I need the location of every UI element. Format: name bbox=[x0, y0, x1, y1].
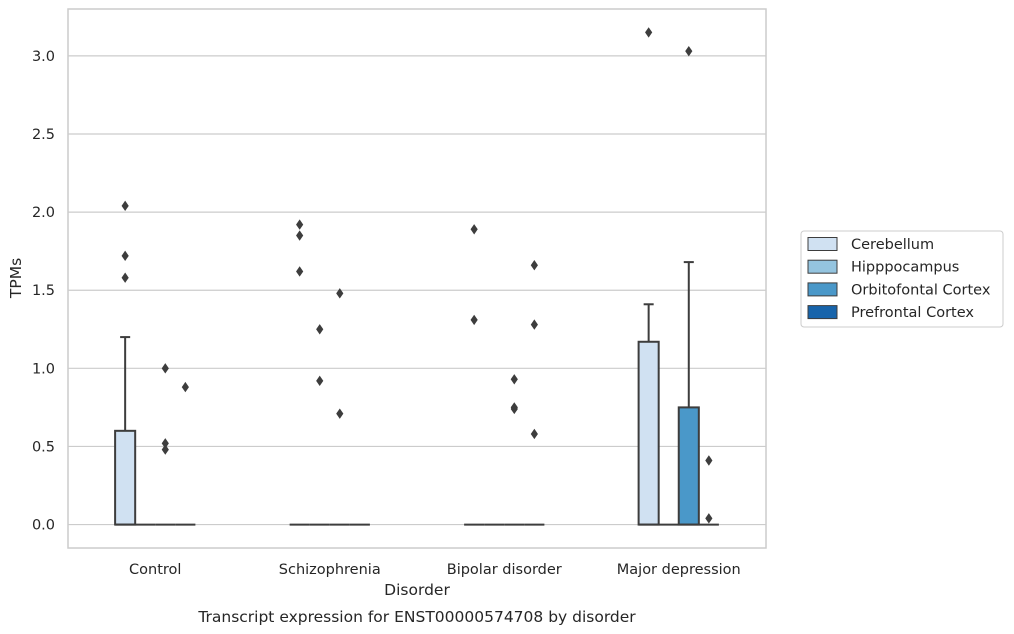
box-rect bbox=[637, 340, 660, 526]
y-axis-ticks: 0.0 0.5 1.0 1.5 2.0 2.5 3.0 bbox=[32, 49, 55, 534]
legend-label: Cerebellum bbox=[851, 237, 934, 253]
box-group bbox=[637, 27, 660, 526]
x-axis-ticks: Control Schizophrenia Bipolar disorder Majo… bbox=[129, 562, 741, 578]
outlier-point bbox=[296, 219, 304, 230]
y-tick-label: 1.5 bbox=[32, 283, 55, 299]
gridlines bbox=[68, 55, 766, 526]
box-group bbox=[504, 374, 525, 526]
outlier-point bbox=[316, 375, 324, 387]
x-tick-label: Bipolar disorder bbox=[447, 562, 562, 578]
y-tick-label: 1.0 bbox=[32, 361, 55, 377]
outlier-point bbox=[645, 27, 653, 38]
outlier-point bbox=[161, 444, 169, 455]
box-series bbox=[114, 27, 719, 526]
legend-swatch bbox=[807, 259, 838, 274]
box-group bbox=[464, 224, 485, 526]
outlier-point bbox=[705, 513, 713, 524]
outlier-point bbox=[181, 381, 189, 393]
legend-label: Orbitofontal Cortex bbox=[851, 282, 991, 298]
y-tick-label: 2.0 bbox=[32, 205, 55, 221]
legend: Cerebellum Hipppocampus Orbitofontal Corte… bbox=[800, 230, 1004, 328]
box-group bbox=[114, 200, 137, 526]
box-rect bbox=[677, 406, 700, 526]
y-tick-label: 0.0 bbox=[32, 518, 55, 534]
y-tick-label: 0.5 bbox=[32, 439, 55, 455]
outlier-point bbox=[121, 200, 129, 212]
outlier-point bbox=[161, 438, 169, 449]
outlier-point bbox=[470, 224, 478, 235]
outlier-point bbox=[685, 45, 693, 57]
outlier-point bbox=[336, 288, 344, 299]
box-group bbox=[309, 324, 330, 526]
chart-caption: Transcript expression for ENST0000057470… bbox=[197, 608, 636, 626]
outlier-point bbox=[470, 314, 478, 326]
x-tick-label: Schizophrenia bbox=[279, 562, 381, 578]
outlier-point bbox=[296, 230, 304, 241]
box-group bbox=[175, 381, 196, 526]
y-tick-label: 3.0 bbox=[32, 49, 55, 65]
y-axis-title: TPMs bbox=[7, 258, 25, 299]
outlier-point bbox=[530, 428, 538, 440]
outlier-point bbox=[705, 455, 713, 466]
outlier-point bbox=[530, 260, 538, 271]
box-group bbox=[524, 260, 545, 526]
legend-swatch bbox=[807, 282, 838, 297]
y-tick-label: 2.5 bbox=[32, 127, 55, 143]
x-tick-label: Major depression bbox=[617, 562, 741, 578]
outlier-point bbox=[161, 363, 169, 374]
legend-label: Prefrontal Cortex bbox=[851, 305, 974, 321]
box-group bbox=[677, 45, 700, 526]
outlier-point bbox=[296, 266, 304, 277]
outlier-point bbox=[316, 324, 324, 335]
plot-frame bbox=[67, 8, 767, 549]
outlier-point bbox=[510, 402, 518, 413]
box-group bbox=[698, 455, 719, 526]
legend-swatch bbox=[807, 237, 838, 251]
legend-frame bbox=[800, 230, 1004, 328]
box-rect bbox=[114, 429, 137, 526]
legend-swatch bbox=[807, 305, 838, 320]
outlier-point bbox=[121, 272, 129, 283]
outlier-point bbox=[530, 319, 538, 330]
x-axis-title: Disorder bbox=[384, 581, 450, 599]
box-group bbox=[155, 363, 176, 526]
outlier-point bbox=[336, 408, 344, 419]
outlier-point bbox=[510, 374, 518, 385]
legend-label: Hipppocampus bbox=[851, 260, 959, 276]
box-group bbox=[329, 288, 350, 526]
box-group bbox=[289, 219, 310, 526]
x-tick-label: Control bbox=[129, 562, 181, 578]
outlier-point bbox=[121, 250, 129, 262]
